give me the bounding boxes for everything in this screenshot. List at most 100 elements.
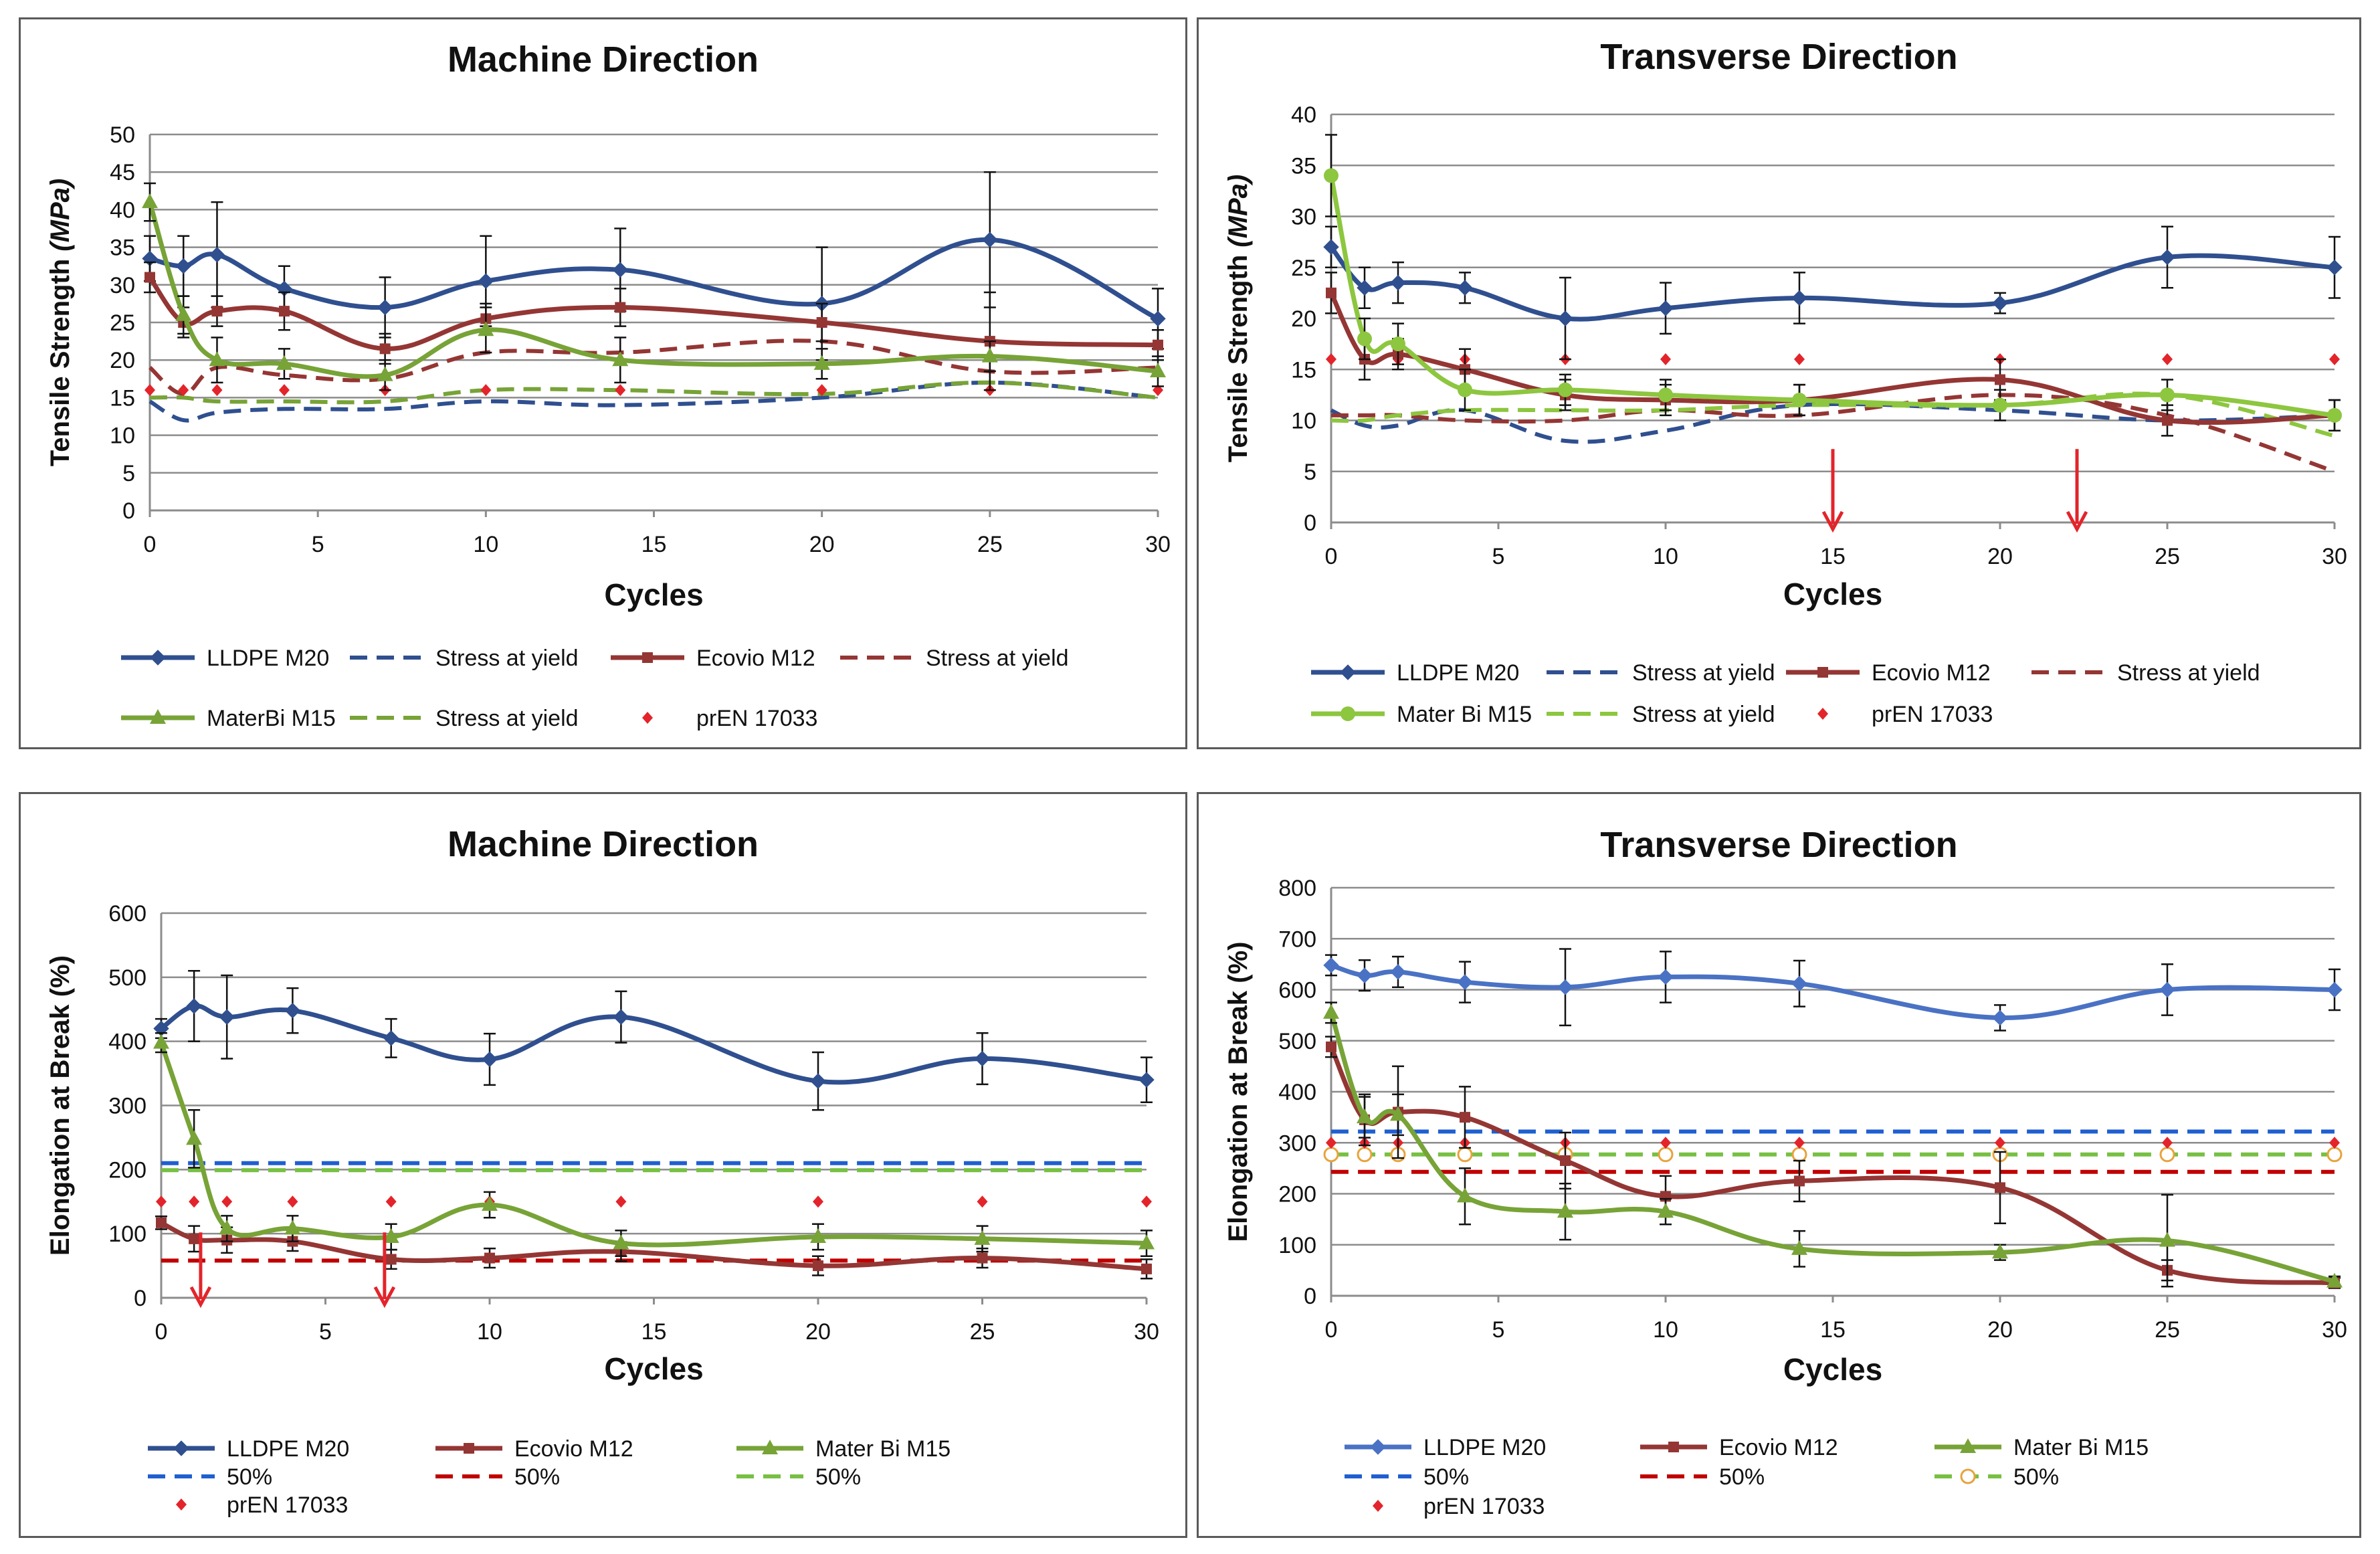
- legend-label: prEN 17033: [227, 1492, 348, 1518]
- data-point: [1391, 336, 1405, 352]
- data-point: [615, 1195, 627, 1208]
- data-point: [977, 1252, 988, 1264]
- data-point: [1791, 1240, 1807, 1255]
- data-point: [1992, 1244, 2008, 1259]
- y-tick-label: 300: [108, 1094, 146, 1119]
- legend-item: Stress at yield: [350, 706, 579, 731]
- legend-label: 50%: [815, 1464, 861, 1490]
- y-tick-label: 200: [108, 1157, 146, 1183]
- data-point: [379, 343, 391, 355]
- data-point: [1457, 1147, 1473, 1163]
- data-point: [156, 1195, 167, 1208]
- data-point: [816, 317, 827, 328]
- data-point: [1138, 1234, 1155, 1250]
- y-axis-label-part: Elongation at Break (%): [45, 955, 75, 1256]
- chart-svg: Machine Direction 0 100 200 300 400 500 600 0 5 10…: [45, 824, 1159, 1518]
- series-4: [142, 182, 1166, 391]
- data-point: [478, 273, 494, 289]
- data-point: [186, 998, 202, 1014]
- y-tick-label: 0: [1304, 510, 1316, 536]
- y-tick-label: 10: [1291, 409, 1316, 434]
- series-line: [1329, 246, 2335, 322]
- data-point: [156, 1217, 167, 1228]
- failure-arrow-head: [189, 1286, 212, 1308]
- series-line: [148, 276, 1159, 351]
- x-tick-label: 25: [2155, 1317, 2180, 1343]
- data-point: [1794, 1175, 1805, 1187]
- y-tick-label: 15: [1291, 357, 1316, 383]
- data-point: [1557, 1203, 1573, 1218]
- y-axis-label-part: Tensile Strength: [1223, 248, 1253, 463]
- y-axis-label-part: (MPa): [1223, 175, 1253, 248]
- series-3: [1330, 393, 2335, 474]
- data-point: [1141, 1263, 1152, 1274]
- data-point: [810, 1228, 826, 1243]
- data-point: [1995, 374, 2005, 385]
- legend-label: Mater Bi M15: [1397, 702, 1532, 727]
- x-tick-label: 0: [1325, 1317, 1338, 1343]
- data-point: [1357, 1147, 1373, 1163]
- data-point: [1150, 363, 1166, 378]
- legend-item: 50%: [1345, 1464, 1469, 1490]
- x-tick-label: 20: [1987, 1317, 2013, 1343]
- data-point: [2326, 1272, 2343, 1288]
- legend-item: Stress at yield: [1547, 660, 1775, 686]
- data-point: [209, 351, 225, 367]
- series-6: [156, 1195, 1152, 1208]
- y-tick-label: 500: [1278, 1029, 1316, 1054]
- data-point: [813, 1195, 823, 1208]
- data-point: [1323, 239, 1339, 255]
- y-tick-label: 0: [1304, 1284, 1316, 1309]
- legend-marker: [1373, 1500, 1383, 1512]
- data-point: [385, 1254, 397, 1265]
- x-tick-label: 15: [1820, 1317, 1846, 1343]
- chart-title: Machine Direction: [448, 824, 759, 864]
- series-line: [149, 237, 1159, 321]
- x-tick-label: 30: [1145, 532, 1171, 557]
- data-point: [1658, 969, 1674, 985]
- data-point: [974, 1050, 991, 1067]
- y-tick-label: 40: [110, 197, 135, 223]
- data-point: [2159, 1232, 2175, 1247]
- y-tick-label: 35: [110, 235, 135, 261]
- x-axis-label: Cycles: [604, 577, 703, 612]
- chart-panel-elongation-transverse: Transverse Direction 0 100 200 300 400 500 600 7…: [1197, 792, 2361, 1538]
- chart-panel-elongation-machine: Machine Direction 0 100 200 300 400 500 600 0 5 10…: [19, 792, 1187, 1538]
- data-point: [1794, 1137, 1805, 1149]
- series-1: [1330, 401, 2335, 444]
- data-point: [1357, 967, 1373, 983]
- data-point: [144, 272, 155, 283]
- legend-item: 50%: [736, 1464, 861, 1490]
- legend-item: 50%: [435, 1464, 560, 1490]
- legend-label: MaterBi M15: [207, 706, 336, 731]
- y-tick-label: 0: [134, 1286, 146, 1311]
- data-point: [2162, 1137, 2173, 1149]
- legend-item: 50%: [1640, 1464, 1765, 1490]
- legend-marker: [642, 652, 653, 663]
- x-tick-label: 10: [1653, 544, 1678, 569]
- series-line: [1330, 963, 2335, 1020]
- y-tick-label: 500: [108, 965, 146, 991]
- data-point: [2159, 249, 2175, 266]
- series-6: [144, 384, 1163, 397]
- legend-label: 50%: [514, 1464, 560, 1490]
- data-point: [2329, 353, 2340, 365]
- data-point: [189, 1195, 200, 1208]
- data-point: [1326, 287, 1336, 298]
- series-1: [155, 1216, 1153, 1280]
- data-point: [615, 384, 626, 397]
- series-0: [142, 171, 1166, 361]
- legend-marker: [762, 1440, 778, 1454]
- series-line: [148, 338, 1159, 396]
- y-tick-label: 800: [1278, 876, 1316, 901]
- data-point: [219, 1220, 235, 1235]
- data-point: [615, 302, 626, 313]
- data-point: [478, 321, 494, 336]
- data-point: [144, 384, 155, 397]
- data-point: [1138, 1072, 1155, 1088]
- legend-item: LLDPE M20: [1345, 1435, 1546, 1460]
- data-point: [1458, 382, 1472, 397]
- data-point: [480, 384, 492, 397]
- legend-label: prEN 17033: [1423, 1494, 1545, 1519]
- legend-label: Ecovio M12: [514, 1436, 633, 1462]
